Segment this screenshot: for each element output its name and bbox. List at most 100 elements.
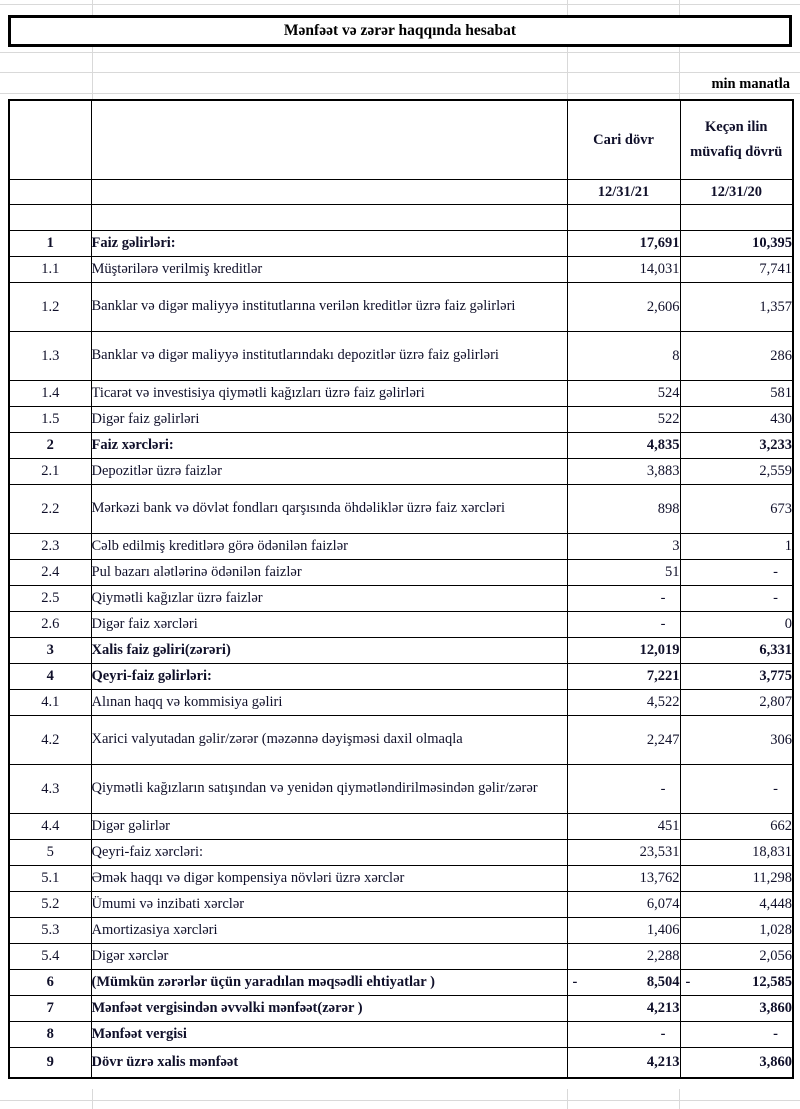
value-current-cell: 23,531: [566, 839, 681, 866]
row-number-cell: 4: [8, 663, 92, 690]
row-number-cell: 2.5: [8, 585, 92, 612]
header-empty-cell: [90, 99, 568, 180]
row-number-cell: 2.1: [8, 458, 92, 485]
row-label-cell: Alınan haqq və kommisiya gəliri: [90, 689, 568, 716]
value-current-cell: 898: [566, 484, 681, 534]
negative-value: - 8,504: [568, 974, 680, 991]
gridline: [0, 52, 800, 53]
date-empty-cell: [90, 179, 568, 205]
value-current-cell: 8: [566, 331, 681, 381]
row-label-cell: Banklar və digər maliyyə institutlarına …: [90, 282, 568, 332]
negative-value: - 12,585: [681, 974, 793, 991]
table-row: 5.4 Digər xərclər 2,288 2,056: [8, 943, 794, 970]
income-statement-table: Cari dövr Keçən ilin müvafiq dövrü 12/31…: [8, 99, 794, 1079]
value-previous-cell: 10,395: [679, 230, 794, 257]
value-previous-cell: - 12,585: [679, 969, 794, 996]
table-row: 8 Mənfəət vergisi - -: [8, 1021, 794, 1048]
row-label-cell: Digər faiz xərcləri: [90, 611, 568, 638]
table-row: 1.4 Ticarət və investisiya qiymətli kağız…: [8, 380, 794, 407]
row-label-cell: Ümumi və inzibati xərclər: [90, 891, 568, 918]
row-number-cell: 4.4: [8, 813, 92, 840]
value-previous-cell: 18,831: [679, 839, 794, 866]
gridline: [679, 0, 680, 99]
row-number-cell: 1.3: [8, 331, 92, 381]
table-date-row: 12/31/21 12/31/20: [8, 179, 794, 205]
row-number-cell: 5: [8, 839, 92, 866]
header-current-period: Cari dövr: [566, 99, 681, 180]
table-row: 1.1 Müştərilərə verilmiş kreditlər 14,031 7…: [8, 256, 794, 283]
date-previous: 12/31/20: [679, 179, 794, 205]
value-current-cell: -: [566, 764, 681, 814]
table-row: 2.1 Depozitlər üzrə faizlər 3,883 2,559: [8, 458, 794, 485]
value-previous-cell: 11,298: [679, 865, 794, 892]
table-row: 4.4 Digər gəlirlər 451 662: [8, 813, 794, 840]
row-number-cell: 1: [8, 230, 92, 257]
row-label-cell: Digər xərclər: [90, 943, 568, 970]
value-previous-cell: 430: [679, 406, 794, 433]
row-label-cell: Qiymətli kağızların satışından və yenidə…: [90, 764, 568, 814]
row-label-cell: Cəlb edilmiş kreditlərə görə ödənilən fa…: [90, 533, 568, 560]
table-row: 9 Dövr üzrə xalis mənfəət 4,213 3,860: [8, 1047, 794, 1079]
table-row: 2.4 Pul bazarı alətlərinə ödənilən faizlə…: [8, 559, 794, 586]
value-previous-cell: 1,357: [679, 282, 794, 332]
spacer-cell: [8, 204, 92, 231]
row-number-cell: 2.4: [8, 559, 92, 586]
report-title-text: Mənfəət və zərər haqqında hesabat: [283, 22, 517, 39]
value-previous-cell: 2,056: [679, 943, 794, 970]
table-row: 5 Qeyri-faiz xərcləri: 23,531 18,831: [8, 839, 794, 866]
value-current-cell: 14,031: [566, 256, 681, 283]
row-label-cell: Amortizasiya xərcləri: [90, 917, 568, 944]
row-label-cell: Mənfəət vergisindən əvvəlki mənfəət(zərə…: [90, 995, 568, 1022]
row-number-cell: 7: [8, 995, 92, 1022]
row-label-cell: Müştərilərə verilmiş kreditlər: [90, 256, 568, 283]
value-current-cell: 7,221: [566, 663, 681, 690]
row-number-cell: 2.3: [8, 533, 92, 560]
row-number-cell: 9: [8, 1047, 92, 1079]
spacer-cell: [566, 204, 681, 231]
row-label-cell: Mənfəət vergisi: [90, 1021, 568, 1048]
value-previous-cell: 1: [679, 533, 794, 560]
value-previous-cell: 4,448: [679, 891, 794, 918]
value-current-cell: 17,691: [566, 230, 681, 257]
row-number-cell: 8: [8, 1021, 92, 1048]
table-row: 7 Mənfəət vergisindən əvvəlki mənfəət(zər…: [8, 995, 794, 1022]
row-label-cell: Dövr üzrə xalis mənfəət: [90, 1047, 568, 1079]
value-current-cell: 13,762: [566, 865, 681, 892]
row-number-cell: 5.4: [8, 943, 92, 970]
gridline: [0, 93, 800, 94]
value-current-cell: 3,883: [566, 458, 681, 485]
row-number-cell: 5.2: [8, 891, 92, 918]
value-current-cell: 2,247: [566, 715, 681, 765]
row-number-cell: 2: [8, 432, 92, 459]
table-row: 1.3 Banklar və digər maliyyə institutları…: [8, 331, 794, 381]
row-label-cell: Xarici valyutadan gəlir/zərər (məzənnə d…: [90, 715, 568, 765]
minus-sign: -: [572, 974, 578, 990]
gridline: [92, 1089, 93, 1109]
value-previous-cell: 7,741: [679, 256, 794, 283]
table-row: 5.1 Əmək haqqı və digər kompensiya növlər…: [8, 865, 794, 892]
table-row: 2.3 Cəlb edilmiş kreditlərə görə ödənilən…: [8, 533, 794, 560]
gridline: [92, 0, 93, 99]
gridline: [0, 72, 800, 73]
table-row: 4.2 Xarici valyutadan gəlir/zərər (məzənn…: [8, 715, 794, 765]
value-current-cell: -: [566, 585, 681, 612]
row-label-cell: Xalis faiz gəliri(zərəri): [90, 637, 568, 664]
row-number-cell: 6: [8, 969, 92, 996]
row-number-cell: 5.1: [8, 865, 92, 892]
value-previous-cell: 0: [679, 611, 794, 638]
gridline: [567, 1089, 568, 1109]
amount: 8,504: [646, 974, 680, 990]
value-current-cell: -: [566, 1021, 681, 1048]
value-previous-cell: 3,233: [679, 432, 794, 459]
table-row: 1.2 Banklar və digər maliyyə institutları…: [8, 282, 794, 332]
table-row: 6 (Mümkün zərərlər üçün yaradılan məqsədl…: [8, 969, 794, 996]
value-previous-cell: 6,331: [679, 637, 794, 664]
row-label-cell: Depozitlər üzrə faizlər: [90, 458, 568, 485]
value-current-cell: 4,522: [566, 689, 681, 716]
gridline: [0, 4, 800, 5]
spacer-row: [8, 204, 794, 231]
row-number-cell: 2.6: [8, 611, 92, 638]
value-previous-cell: 2,807: [679, 689, 794, 716]
value-previous-cell: -: [679, 585, 794, 612]
row-label-cell: Qeyri-faiz xərcləri:: [90, 839, 568, 866]
